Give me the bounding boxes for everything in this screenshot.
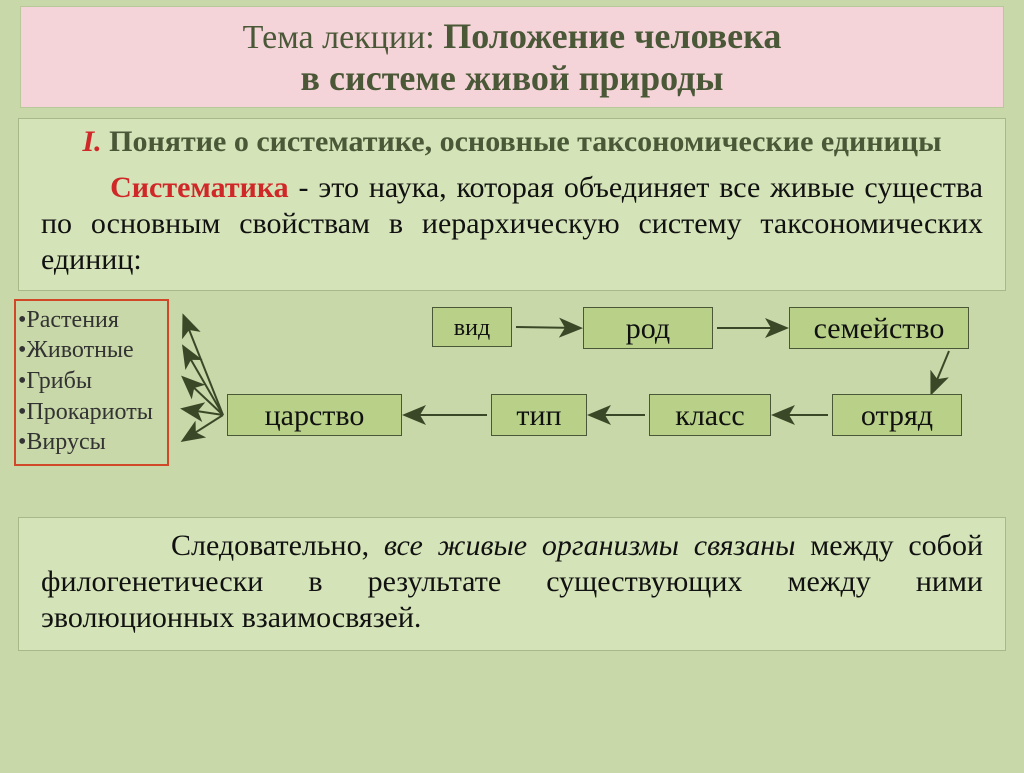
- taxon-box-klass: класс: [649, 394, 771, 436]
- taxon-box-otryad: отряд: [832, 394, 962, 436]
- taxon-box-vid: вид: [432, 307, 512, 347]
- taxonomy-diagram: •Растения•Животные•Грибы•Прокариоты•Виру…: [14, 299, 1010, 509]
- heading-roman: I.: [82, 125, 101, 158]
- taxon-box-rod: род: [583, 307, 713, 349]
- title-main-2: в системе живой природы: [301, 58, 724, 98]
- taxon-box-tip: тип: [491, 394, 587, 436]
- kingdom-list: •Растения•Животные•Грибы•Прокариоты•Виру…: [14, 299, 169, 467]
- section-concepts: I. Понятие о систематике, основные таксо…: [18, 118, 1006, 291]
- taxon-box-tsarstvo: царство: [227, 394, 402, 436]
- kingdom-item: •Животные: [18, 335, 153, 366]
- kingdom-item: •Прокариоты: [18, 397, 153, 428]
- kingdom-item: •Растения: [18, 305, 153, 336]
- section-conclusion: Следовательно, все живые организмы связа…: [18, 517, 1006, 651]
- conclusion-italic: все живые организмы связаны: [384, 529, 796, 562]
- heading-rest: Понятие о систематике, основные таксоном…: [102, 125, 942, 158]
- title-prefix: Тема лекции:: [243, 19, 444, 56]
- title-main-1: Положение человека: [443, 16, 781, 56]
- conclusion-paragraph: Следовательно, все живые организмы связа…: [41, 528, 983, 636]
- definition-paragraph: Систематика - это наука, которая объедин…: [41, 170, 983, 278]
- taxon-box-semeystvo: семейство: [789, 307, 969, 349]
- kingdom-item: •Вирусы: [18, 427, 153, 458]
- title-banner: Тема лекции: Положение человека в систем…: [20, 6, 1004, 108]
- section-heading: I. Понятие о систематике, основные таксо…: [41, 125, 983, 160]
- kingdom-item: •Грибы: [18, 366, 153, 397]
- term-systematics: Систематика: [110, 171, 289, 204]
- conclusion-lead: Следовательно,: [171, 529, 384, 562]
